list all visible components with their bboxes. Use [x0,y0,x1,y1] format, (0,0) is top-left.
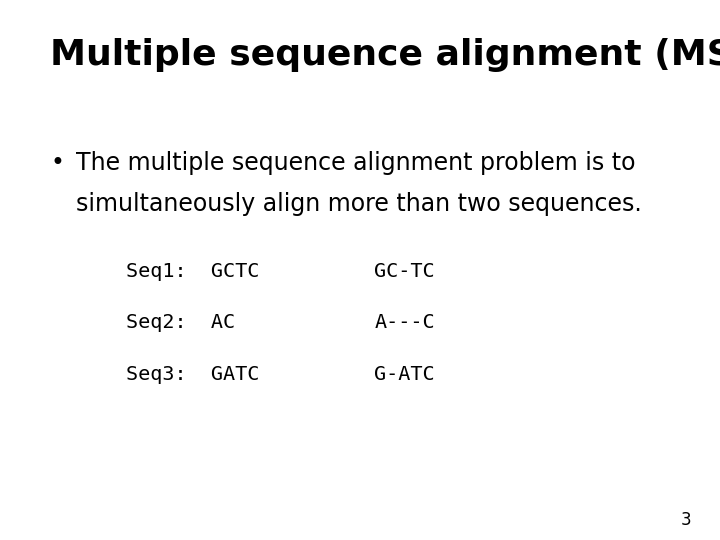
Text: Multiple sequence alignment (MSA): Multiple sequence alignment (MSA) [50,38,720,72]
Text: GC-TC: GC-TC [374,262,435,281]
Text: G-ATC: G-ATC [374,364,435,383]
Text: 3: 3 [680,511,691,529]
Text: Seq1:  GCTC: Seq1: GCTC [126,262,259,281]
Text: Seq3:  GATC: Seq3: GATC [126,364,259,383]
Text: The multiple sequence alignment problem is to: The multiple sequence alignment problem … [76,151,635,175]
Text: •: • [50,151,64,175]
Text: simultaneously align more than two sequences.: simultaneously align more than two seque… [76,192,642,215]
Text: Seq2:  AC: Seq2: AC [126,313,235,332]
Text: A---C: A---C [374,313,435,332]
